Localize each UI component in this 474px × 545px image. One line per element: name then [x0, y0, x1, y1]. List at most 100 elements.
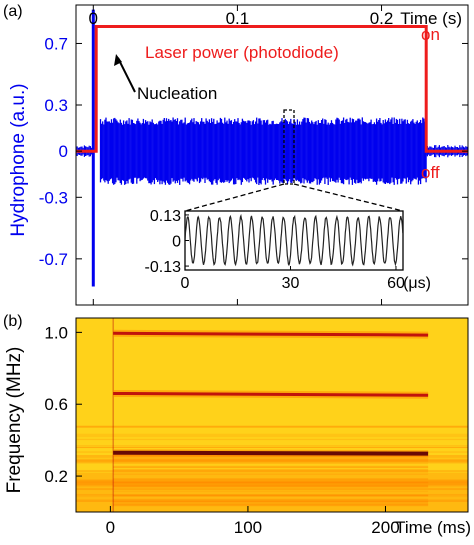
panel-a-y-ticks: 0.7 0.3 0 -0.3 -0.7 [39, 34, 468, 269]
spectrogram-harmonic-streak [113, 478, 429, 480]
panel-b-x-tick-label: 200 [371, 518, 399, 537]
spectrogram-harmonic-streak [113, 490, 429, 493]
panel-b-y-tick-label: 1.0 [44, 323, 68, 342]
spectrogram-harmonic-streak [113, 504, 429, 507]
inset-y-tick-label: -0.13 [145, 259, 182, 276]
panel-b-x-axis-title: Time (ms) [395, 518, 471, 537]
spectrogram-harmonic-streak [113, 462, 429, 465]
spectrogram-harmonic-streak [113, 473, 429, 475]
panel-a-y-tick-label: 0 [59, 142, 68, 161]
panel-a-y-tick-label: -0.7 [39, 250, 68, 269]
spectrogram-noise-streak [76, 487, 468, 490]
spectrogram-band [113, 331, 429, 337]
hydrophone-signal [99, 117, 427, 185]
laser-on-label: on [421, 25, 440, 44]
nucleation-label: Nucleation [137, 84, 217, 103]
panel-a-x-tick-label: 0.2 [370, 9, 394, 28]
inset-x-unit: (μs) [403, 275, 431, 292]
panel-a-x-ticks: 0 0.1 0.2 [89, 5, 394, 305]
panel-b-x-ticks: 0 100 200 [106, 506, 400, 537]
inset-y-tick-label: 0.13 [150, 208, 181, 225]
panel-a-label: (a) [3, 3, 23, 20]
laser-power-line [76, 25, 468, 153]
spectrogram-noise-streak [76, 445, 468, 447]
spectrogram-noise-streak [76, 499, 468, 502]
spectrogram-noise-streak [76, 482, 468, 484]
spectrogram-noise-streak [76, 479, 468, 483]
spectrogram-harmonic-streak [113, 459, 429, 462]
spectrogram-noise-streak [76, 488, 468, 490]
spectrogram-harmonic-streak [113, 503, 429, 505]
nucleation-arrow [114, 54, 136, 93]
inset-frame [184, 210, 404, 271]
panel-a-x-axis-title: Time (s) [400, 9, 462, 28]
panel-a-y-tick-label: 0.7 [44, 34, 68, 53]
spectrogram [76, 318, 468, 512]
spectrogram-noise-streak [76, 458, 468, 462]
spectrogram-texture [76, 318, 468, 512]
spectrogram-harmonic-streak [113, 460, 429, 463]
spectrogram-noise-streak [76, 479, 468, 483]
spectrogram-noise-streak [76, 433, 468, 438]
spectrogram-harmonic-streak [113, 501, 429, 503]
inset-x-ticks: 0 30 60 [181, 266, 405, 292]
spectrogram-harmonic-streak [113, 481, 429, 484]
spectrogram-noise-streak [76, 425, 468, 428]
spectrogram-harmonic-streak [113, 482, 429, 484]
spectrogram-harmonic-streak [113, 504, 429, 506]
spectrogram-harmonic-streak [113, 495, 429, 497]
spectrogram-noise-streak [76, 483, 468, 487]
inset-waveform [185, 213, 403, 267]
panel-b-y-ticks: 1.0 0.6 0.2 [44, 323, 82, 486]
panel-a-x-tick-label: 0 [89, 9, 98, 28]
spectrogram-harmonic-streak [113, 458, 429, 460]
panel-b-x-tick-label: 0 [106, 518, 115, 537]
panel-a-x-tick-label: 0.1 [226, 9, 250, 28]
spectrogram-noise-streak [76, 460, 468, 464]
panel-b-y-tick-label: 0.6 [44, 395, 68, 414]
panel-a-y-tick-label: 0.3 [44, 96, 68, 115]
spectrogram-harmonic-streak [113, 482, 429, 484]
inset: 0.13 0-0.13 0 30 60 (μs) [145, 208, 431, 292]
spectrogram-noise-streak [76, 447, 468, 449]
panel-a-y-tick-label: -0.3 [39, 188, 68, 207]
inset-x-tick-label: 0 [181, 275, 190, 292]
laser-power-label: Laser power (photodiode) [145, 43, 339, 62]
spectrogram-noise-streak [76, 447, 468, 448]
zoom-region-box [283, 109, 295, 185]
spectrogram-bands [113, 329, 429, 458]
panel-b-x-tick-label: 100 [234, 518, 262, 537]
spectrogram-harmonic-streak [113, 465, 429, 467]
inset-x-tick-label: 30 [282, 275, 300, 292]
panel-b-frame [75, 317, 469, 513]
panel-b-y-tick-label: 0.2 [44, 467, 68, 486]
spectrogram-noise-streak [76, 470, 468, 472]
spectrogram-noise-streak [76, 469, 468, 472]
spectrogram-background [76, 318, 468, 512]
spectrogram-harmonic-streak [113, 500, 429, 502]
spectrogram-harmonic-streak [113, 471, 429, 473]
panel-b-y-axis-title: Frequency (MHz) [4, 347, 25, 494]
spectrogram-harmonic-streak [113, 469, 429, 471]
spectrogram-harmonic-streak [113, 503, 429, 505]
laser-off-label: off [421, 163, 440, 182]
spectrogram-harmonic-streak [113, 498, 429, 501]
spectrogram-harmonic-streak [113, 486, 429, 488]
spectrogram-band [113, 391, 429, 397]
panel-b-label: (b) [3, 313, 23, 330]
spectrogram-harmonic-streak [113, 485, 429, 487]
panel-a-plot-area [76, 9, 468, 287]
spectrogram-harmonic-streak [113, 484, 429, 487]
inset-x-tick-label: 60 [387, 275, 405, 292]
spectrogram-noise-streak [76, 483, 468, 486]
spectrogram-noise-streak [76, 489, 468, 491]
spectrogram-harmonic-streak [113, 466, 429, 469]
spectrogram-harmonic-streak [113, 494, 429, 497]
spectrogram-low-freq-wash [76, 472, 468, 512]
zoom-connector-left [184, 183, 285, 212]
panel-a-y-axis-title: Hydrophone (a.u.) [8, 83, 29, 236]
spectrogram-band [113, 450, 429, 456]
spectrogram-harmonic-streak [113, 466, 429, 468]
